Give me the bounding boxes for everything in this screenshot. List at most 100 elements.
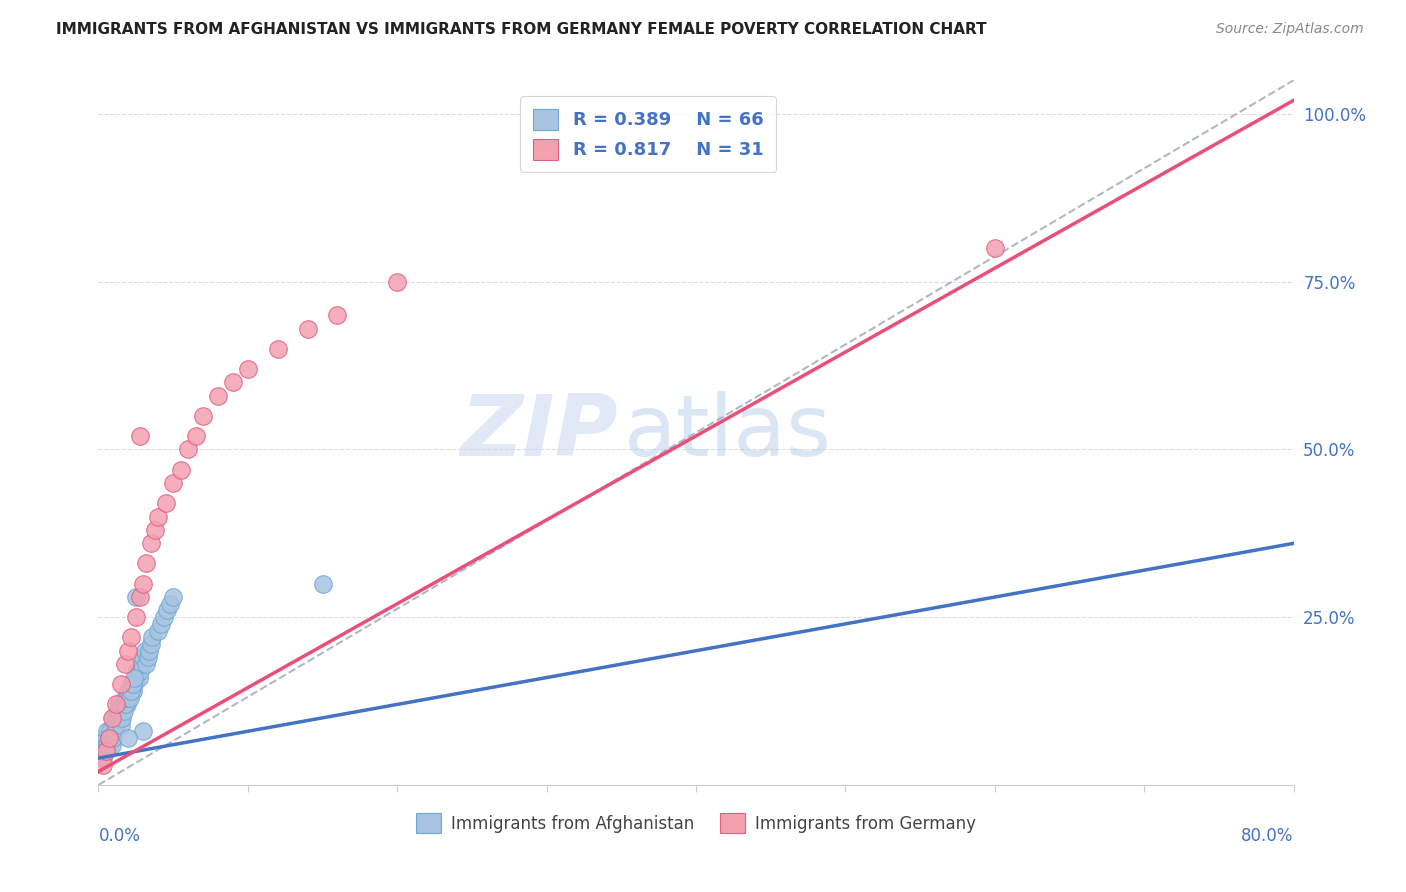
Point [132,724,155,739]
Point [120,684,142,698]
Point [105,698,128,712]
Point [132,576,155,591]
Point [110,677,132,691]
Point [143,523,166,537]
Point [112,698,135,712]
Point [115,690,138,705]
Point [135,657,157,672]
Point [141,630,163,644]
Point [103,711,125,725]
Point [107,704,129,718]
Point [91,757,114,772]
Point [138,644,160,658]
Point [93,744,115,758]
Point [111,704,134,718]
Point [129,664,152,678]
Point [118,690,141,705]
Point [311,576,333,591]
Point [97,731,120,745]
Point [107,711,129,725]
Point [129,590,152,604]
Point [267,342,290,356]
Point [91,751,114,765]
Point [110,717,132,731]
Point [96,738,118,752]
Point [139,637,162,651]
Point [94,744,117,758]
Point [385,275,409,289]
Point [117,690,139,705]
Point [104,724,127,739]
Point [139,536,162,550]
Point [131,657,153,672]
Point [94,744,117,758]
Point [135,557,157,571]
Point [104,717,127,731]
Point [236,362,259,376]
Point [134,644,156,658]
Point [114,698,136,712]
Point [191,409,214,423]
Point [132,650,155,665]
Text: 0.0%: 0.0% [98,827,141,846]
Point [177,442,200,457]
Point [94,731,117,745]
Point [117,731,139,745]
Point [108,704,131,718]
Point [105,711,128,725]
Point [150,616,173,631]
Point [124,671,146,685]
Point [153,610,176,624]
Point [125,610,148,624]
Point [111,711,134,725]
Point [114,657,136,672]
Text: IMMIGRANTS FROM AFGHANISTAN VS IMMIGRANTS FROM GERMANY FEMALE POVERTY CORRELATIO: IMMIGRANTS FROM AFGHANISTAN VS IMMIGRANT… [56,22,987,37]
Point [121,684,143,698]
Point [162,590,184,604]
Point [93,738,115,752]
Point [148,624,170,638]
Text: ZIP: ZIP [461,391,619,475]
Point [91,744,114,758]
Point [101,738,124,752]
Point [156,603,179,617]
Point [222,376,245,390]
Point [207,389,229,403]
Point [103,731,125,745]
Point [112,704,135,718]
Point [117,644,139,658]
Point [110,711,132,725]
Point [108,698,131,712]
Point [297,321,319,335]
Point [96,724,118,739]
Point [184,429,207,443]
Point [117,684,139,698]
Point [118,684,141,698]
Text: 80.0%: 80.0% [1241,827,1294,846]
Point [129,429,152,443]
Point [148,509,170,524]
Point [124,677,146,691]
Point [136,650,159,665]
Point [97,738,120,752]
Point [155,496,177,510]
Point [125,590,148,604]
Point [98,731,122,745]
Point [128,671,150,685]
Point [127,664,149,678]
Point [105,717,128,731]
Point [101,724,124,739]
Text: Source: ZipAtlas.com: Source: ZipAtlas.com [1216,22,1364,37]
Point [159,597,181,611]
Legend: Immigrants from Afghanistan, Immigrants from Germany: Immigrants from Afghanistan, Immigrants … [409,806,983,840]
Point [121,677,143,691]
Point [114,690,136,705]
Point [120,630,142,644]
Point [169,462,191,476]
Point [115,698,138,712]
Point [984,241,1007,255]
Point [98,724,122,739]
Point [97,731,120,745]
Text: atlas: atlas [624,391,832,475]
Point [125,671,148,685]
